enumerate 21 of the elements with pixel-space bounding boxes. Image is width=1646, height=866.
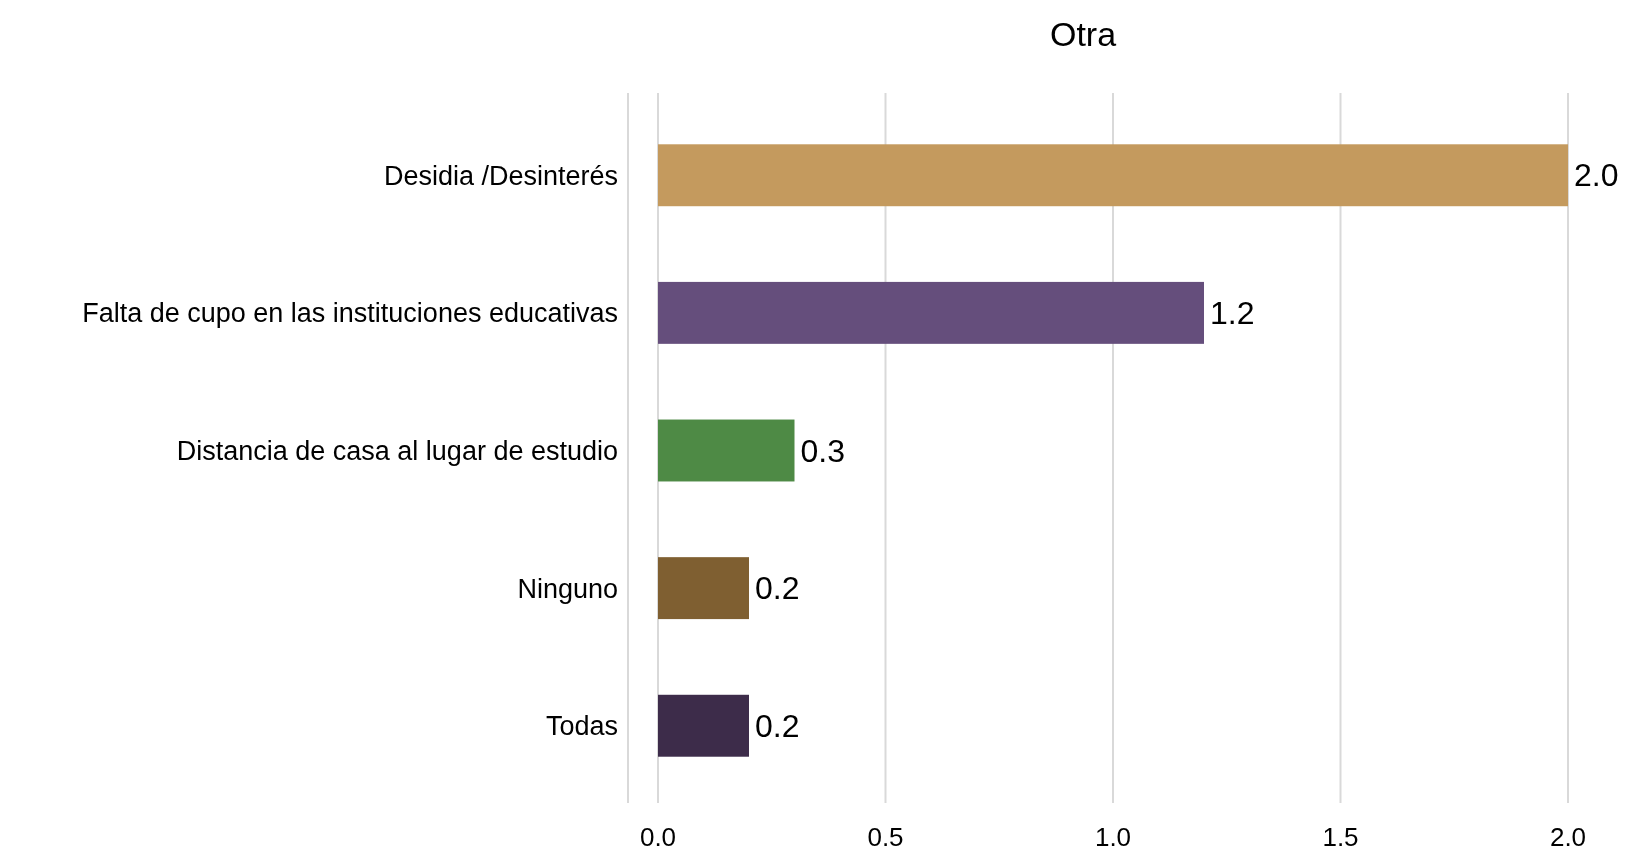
- y-tick-label: Distancia de casa al lugar de estudio: [176, 435, 618, 466]
- data-label: 0.2: [755, 570, 800, 607]
- bar: [658, 281, 1204, 344]
- data-label: 0.2: [755, 707, 800, 744]
- chart-title: Otra: [1049, 15, 1117, 53]
- data-label: 0.3: [800, 432, 845, 469]
- bar: [658, 419, 795, 482]
- data-label: 1.2: [1210, 295, 1255, 332]
- y-tick-label: Todas: [545, 711, 618, 742]
- bar: [658, 144, 1568, 207]
- bar: [658, 557, 749, 620]
- bar: [658, 694, 749, 757]
- x-tick-label: 1.5: [1322, 822, 1359, 852]
- y-tick-label: Ninguno: [517, 573, 618, 604]
- x-tick-label: 1.0: [1094, 822, 1132, 852]
- x-tick-label: 2.0: [1549, 822, 1587, 852]
- y-tick-label: Desidia /Desinterés: [383, 160, 618, 191]
- data-label: 2.0: [1574, 157, 1619, 194]
- x-tick-label: 0.0: [639, 822, 677, 852]
- x-tick-label: 0.5: [867, 822, 904, 852]
- y-tick-label: Falta de cupo en las instituciones educativas: [82, 298, 618, 329]
